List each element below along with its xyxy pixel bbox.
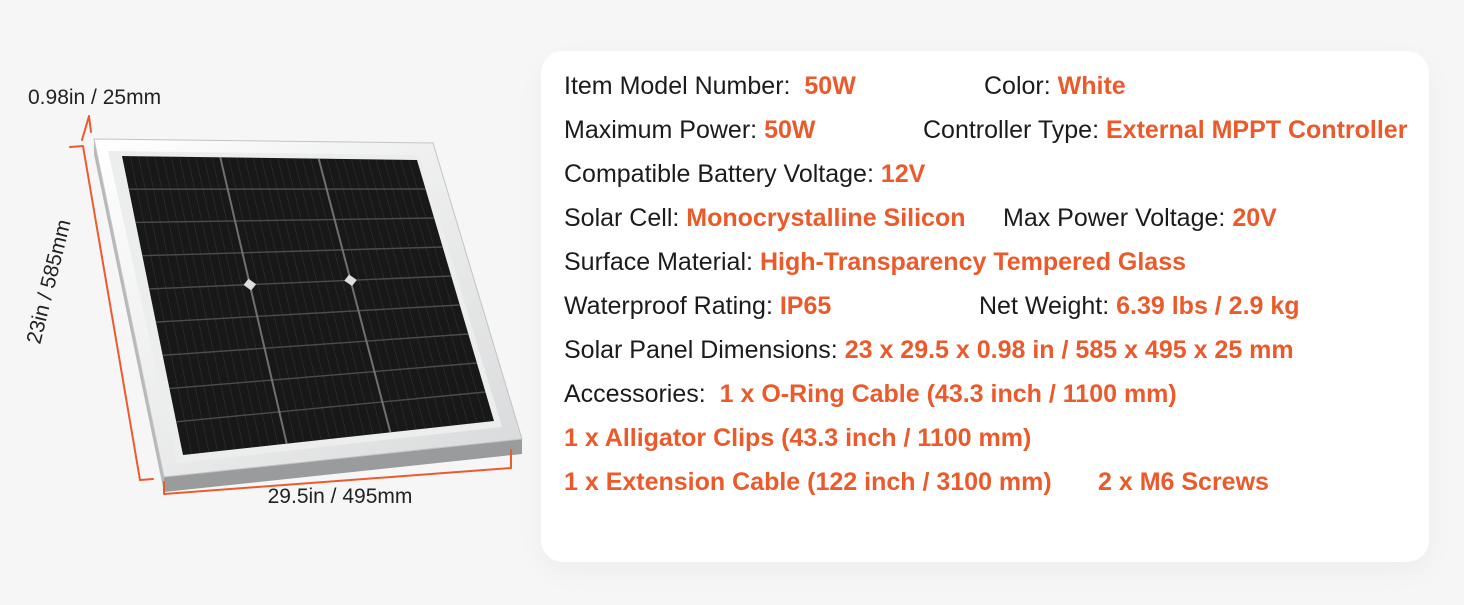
svg-text:23in / 585mm: 23in / 585mm bbox=[23, 217, 76, 346]
svg-text:0.98in / 25mm: 0.98in / 25mm bbox=[28, 86, 161, 109]
svg-text:29.5in / 495mm: 29.5in / 495mm bbox=[268, 485, 413, 508]
